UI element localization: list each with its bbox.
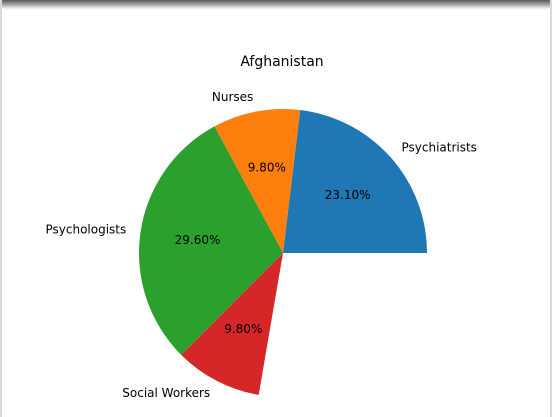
pie-slices [138, 108, 427, 395]
pie-slice-social-workers [181, 253, 283, 395]
slice-percent-social-workers: 9.80% [224, 322, 262, 336]
window-top-shadow [0, 0, 552, 10]
slice-label-psychiatrists: Psychiatrists [401, 140, 476, 154]
slice-percent-psychologists: 29.60% [175, 233, 221, 247]
slice-label-nurses: Nurses [212, 90, 253, 104]
pie-labels: Psychiatrists 23.10% Nurses 9.80% Psychologi… [45, 90, 476, 400]
slice-label-psychologists: Psychologists [45, 223, 126, 237]
slice-percent-psychiatrists: 23.10% [325, 188, 371, 202]
pie-slice-nurses [214, 108, 301, 253]
chart-title: Afghanistan [240, 54, 323, 70]
pie-slice-psychiatrists [283, 110, 427, 253]
pie-slice-psychologists [138, 126, 283, 355]
slice-label-social-workers: Social Workers [122, 386, 210, 400]
window-left-edge [0, 0, 2, 417]
window-right-edge [550, 0, 552, 417]
slice-percent-nurses: 9.80% [248, 161, 286, 175]
